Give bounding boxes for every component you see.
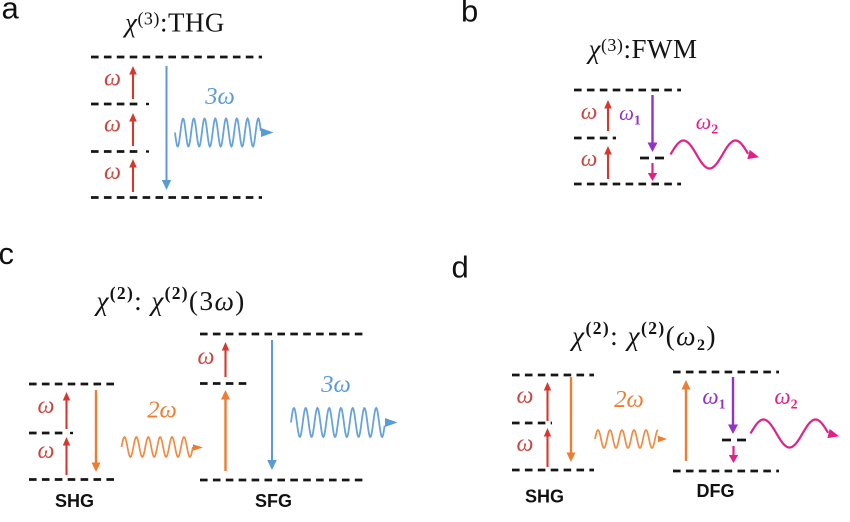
svg-text:ω2: ω2 — [774, 384, 797, 413]
svg-text:c: c — [0, 236, 14, 271]
svg-text:3ω: 3ω — [320, 371, 351, 398]
svg-text:ω: ω — [104, 112, 121, 138]
svg-text:SFG: SFG — [255, 491, 292, 511]
svg-text:SHG: SHG — [525, 487, 564, 507]
svg-text:d: d — [452, 250, 469, 285]
svg-text:ω1: ω1 — [702, 384, 725, 413]
svg-text:ω: ω — [581, 146, 598, 172]
svg-text:ω: ω — [517, 431, 534, 457]
svg-text:ω: ω — [38, 438, 55, 464]
svg-text:ω: ω — [198, 344, 215, 370]
svg-text:SHG: SHG — [55, 491, 94, 511]
svg-text:a: a — [2, 0, 20, 26]
svg-text:ω: ω — [104, 66, 121, 92]
svg-text:2ω: 2ω — [614, 386, 644, 413]
svg-text:ω1: ω1 — [619, 101, 641, 129]
svg-text:χ(2): χ(2)(ω2): χ(2): χ(2)(ω2) — [569, 318, 717, 354]
svg-text:ω: ω — [38, 393, 55, 419]
svg-text:3ω: 3ω — [204, 83, 235, 110]
svg-text:ω: ω — [104, 159, 121, 185]
svg-text:ω2: ω2 — [696, 109, 719, 138]
svg-text:ω: ω — [517, 383, 534, 409]
svg-text:χ(2): χ(2)(3ω): χ(2): χ(2)(3ω) — [93, 283, 245, 316]
svg-text:χ(3):FWM: χ(3):FWM — [586, 34, 698, 64]
svg-text:χ(3):THG: χ(3):THG — [122, 8, 225, 38]
svg-text:DFG: DFG — [697, 481, 735, 501]
svg-text:ω: ω — [581, 99, 598, 125]
svg-text:b: b — [461, 0, 478, 29]
svg-text:2ω: 2ω — [147, 397, 177, 424]
